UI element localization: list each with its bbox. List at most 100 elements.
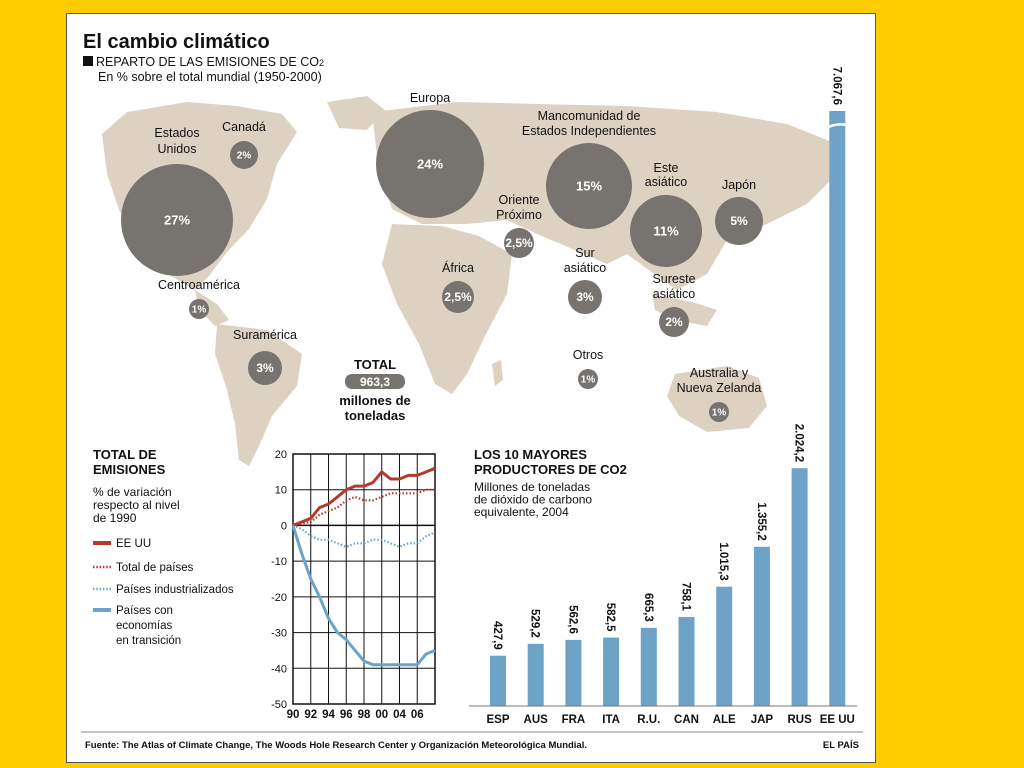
bar-chart: LOS 10 MAYORES PRODUCTORES DE CO2 Millone… — [469, 67, 857, 726]
total-value-pill — [345, 374, 405, 389]
bubble-circle — [659, 307, 689, 337]
bubble-circle — [230, 141, 258, 169]
bar-chart-categories: ESP AUS FRA ITA R.U. CAN ALE JAP RUS EE UU — [486, 714, 854, 726]
category-label: CAN — [674, 714, 699, 726]
line-chart-y-axis: 20 10 0 -10 -20 -30 -40 -50 — [271, 449, 287, 711]
bar-chart-bars: 427,9 529,2 562,6 582,5 665,3 758,1 1.015,3 1.3… — [490, 67, 847, 706]
bubble-mancomunidad-de-estados-independientes: 15% Mancomunidad de Estados Independientes — [522, 109, 656, 229]
total-unit-line-2: toneladas — [345, 408, 406, 423]
bubble-region-name: Este asiático — [645, 161, 687, 189]
bubble-sur-asiatico: 3% Sur asiático — [564, 246, 606, 314]
bar-value-label: 665,3 — [642, 593, 654, 622]
bubble-centroamerica: 1% Centroamérica — [158, 278, 240, 319]
legend-label: Países industrializados — [116, 584, 234, 596]
bar-ita: 582,5 — [603, 603, 620, 706]
bar-value-label: 2.024,2 — [793, 424, 805, 462]
bar-rect — [490, 655, 506, 706]
y-tick-label: 10 — [275, 485, 287, 497]
bubble-suramerica: 3% Suramérica — [233, 328, 297, 385]
category-label: EE UU — [820, 714, 855, 726]
x-tick-label: 96 — [340, 709, 353, 721]
bubble-value-label: 27% — [164, 212, 190, 227]
legend-label: EE UU — [116, 538, 151, 550]
category-label: R.U. — [637, 714, 660, 726]
bar-rect — [603, 637, 620, 706]
y-tick-label: -50 — [271, 699, 287, 711]
infographic-canvas: El cambio climático REPARTO DE LAS EMISI… — [81, 31, 863, 751]
page-subtitle: REPARTO DE LAS EMISIONES DE CO2 — [96, 55, 324, 69]
line-chart-x-axis: 90 92 94 96 98 00 04 06 — [287, 709, 424, 721]
y-tick-label: -20 — [271, 592, 287, 604]
category-label: ESP — [486, 714, 509, 726]
bubble-circle — [189, 299, 209, 319]
header: El cambio climático REPARTO DE LAS EMISI… — [83, 31, 324, 84]
bubble-este-asiatico: 11% Este asiático — [630, 161, 702, 267]
series-line-ee-uu — [292, 466, 436, 527]
bar-chart-title: LOS 10 MAYORES PRODUCTORES DE CO2 — [474, 447, 627, 477]
bubble-circle — [709, 402, 729, 422]
bubble-region-name: Mancomunidad de Estados Independientes — [522, 109, 656, 138]
legend-item-ee-uu: EE UU — [93, 538, 151, 550]
bar-value-label: 1.015,3 — [717, 542, 729, 580]
bubble-otros: 1% Otros — [573, 348, 603, 389]
bubble-value-label: 2,5% — [505, 236, 533, 250]
map-southeast-asia — [652, 294, 717, 326]
bar-rect — [716, 586, 733, 706]
bar-value-label: 529,2 — [529, 609, 541, 638]
infographic-card: El cambio climático REPARTO DE LAS EMISI… — [66, 13, 876, 763]
category-label: ITA — [602, 714, 620, 726]
bar-value-label: 758,1 — [680, 582, 692, 611]
bubble-region-name: Suramérica — [233, 328, 297, 342]
line-chart-title: TOTAL DE EMISIONES — [93, 447, 166, 477]
bar-r-u: 665,3 — [640, 593, 657, 706]
bar-ale: 1.015,3 — [716, 542, 733, 706]
bubble-circle — [578, 369, 598, 389]
page-subtitle-2: En % sobre el total mundial (1950-2000) — [98, 70, 322, 84]
bar-rect — [640, 627, 657, 706]
bubble-value-label: 1% — [712, 407, 727, 418]
legend-label: Total de países — [116, 562, 194, 574]
footer: Fuente: The Atlas of Climate Change, The… — [81, 731, 863, 751]
bubble-region-name: Estados Unidos — [154, 126, 199, 156]
legend-item-paises-con-economias-en-transicion: Países con economías en transición — [93, 605, 181, 647]
bubble-region-name: Centroamérica — [158, 278, 240, 292]
bar-rect — [753, 546, 770, 706]
bubble-circle — [248, 351, 282, 385]
bubble-canada: 2% Canadá — [222, 120, 266, 169]
bar-esp: 427,9 — [490, 621, 506, 706]
subtitle-marker — [83, 56, 93, 66]
bubble-africa: 2,5% África — [442, 260, 474, 313]
bar-can: 758,1 — [678, 582, 695, 706]
bubble-value-label: 2% — [237, 150, 252, 161]
bubble-value-label: 3% — [256, 361, 274, 375]
line-chart-legend: EE UU Total de países Países industrializa… — [93, 538, 234, 647]
bubble-circle — [568, 280, 602, 314]
bubble-circle — [121, 164, 233, 276]
bar-fra: 562,6 — [565, 605, 582, 706]
bubble-region-name: Japón — [722, 178, 756, 192]
y-tick-label: -30 — [271, 628, 287, 640]
series-line-paises-con-economias-en-transicion — [291, 524, 436, 667]
map-africa — [382, 224, 512, 394]
bubble-region-name: Europa — [410, 91, 450, 105]
bubble-circle — [442, 281, 474, 313]
total-value: 963,3 — [360, 375, 390, 389]
y-tick-label: 0 — [281, 520, 287, 532]
x-tick-label: 98 — [358, 709, 371, 721]
map-south-america — [215, 324, 302, 466]
bar-ee-uu: 7.067,6 — [827, 67, 847, 706]
bubble-europa: 24% Europa — [376, 91, 484, 218]
source-note: Fuente: The Atlas of Climate Change, The… — [85, 740, 587, 751]
total-box: TOTAL 963,3 millones de toneladas — [339, 357, 411, 423]
bubble-value-label: 24% — [417, 156, 443, 171]
bubble-japon: 5% Japón — [715, 178, 763, 245]
x-tick-label: 94 — [322, 709, 335, 721]
bar-value-label: 427,9 — [491, 621, 503, 650]
bubble-oriente-proximo: 2,5% Oriente Próximo — [496, 193, 542, 258]
bar-rect — [791, 468, 808, 706]
bubble-region-name: Oriente Próximo — [496, 193, 542, 222]
axis-break-mark — [827, 123, 847, 129]
category-label: AUS — [524, 714, 549, 726]
bubble-value-label: 15% — [576, 178, 602, 193]
bubble-region-name: Sur asiático — [564, 246, 606, 275]
